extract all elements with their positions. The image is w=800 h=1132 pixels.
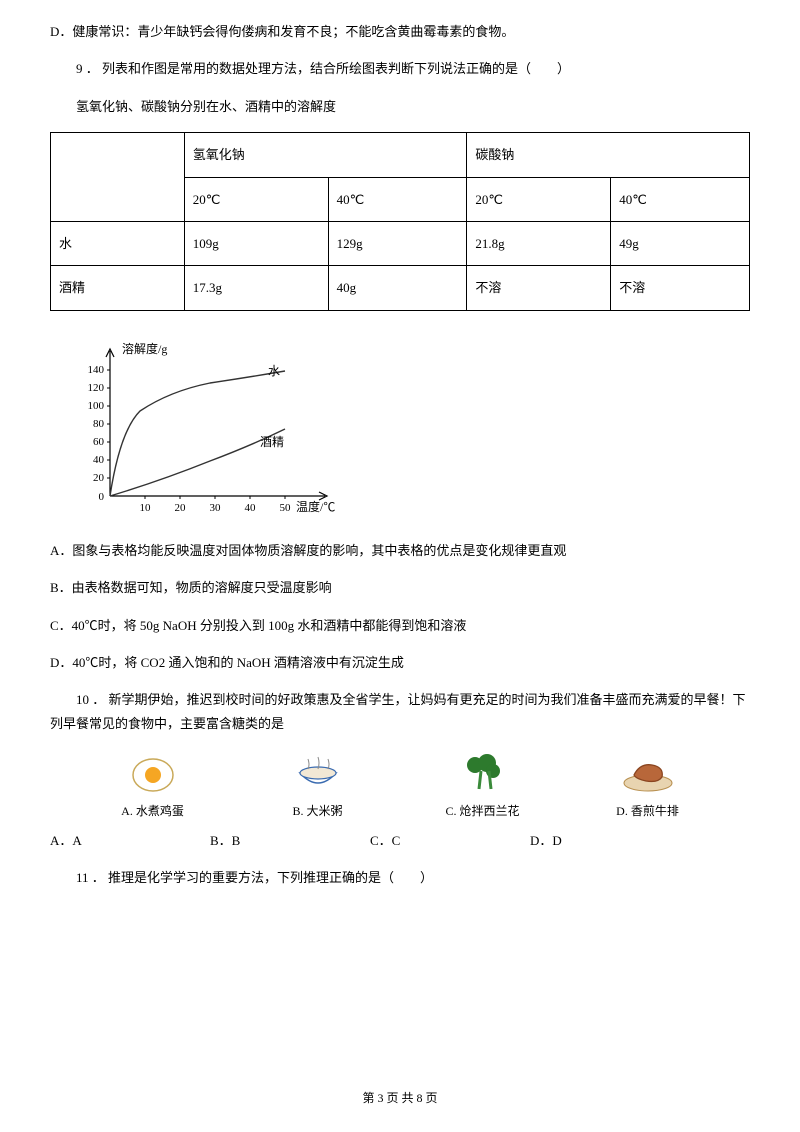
q10-ans-a: A．A [50,829,210,852]
food-c-label: C. 炝拌西兰花 [445,804,519,818]
q11-stem: 11 ． 推理是化学学习的重要方法，下列推理正确的是（ ） [50,866,750,889]
egg-icon [123,749,183,797]
table-header-na2co3: 碳酸钠 [467,133,750,177]
cell-w4: 49g [611,221,750,265]
curve-alcohol-label: 酒精 [260,435,284,449]
table-temp-20b: 20℃ [467,177,611,221]
y-tick-80: 80 [93,418,105,430]
food-b-label: B. 大米粥 [292,804,342,818]
food-c: C. 炝拌西兰花 [418,749,548,823]
y-tick-0: 0 [99,491,105,503]
x-tick-20: 20 [175,502,187,514]
y-tick-140: 140 [88,364,105,376]
q10-ans-d: D．D [530,829,690,852]
porridge-icon [288,749,348,797]
table-row-alcohol: 酒精 [51,266,185,310]
q9-stem: 9 ． 列表和作图是常用的数据处理方法，结合所绘图表判断下列说法正确的是（ ） [50,57,750,80]
steak-icon [618,749,678,797]
table-temp-40b: 40℃ [611,177,750,221]
table-blank [51,133,185,222]
curve-water-label: 水 [268,364,280,378]
x-axis-label: 温度/℃ [296,499,335,514]
page-footer: 第 3 页 共 8 页 [50,1088,750,1110]
y-axis-label: 溶解度/g [122,341,167,356]
x-tick-10: 10 [140,502,152,514]
y-tick-40: 40 [93,454,105,466]
x-tick-40: 40 [245,502,257,514]
solubility-table: 氢氧化钠 碳酸钠 20℃ 40℃ 20℃ 40℃ 水 109g 129g 21.… [50,132,750,311]
solubility-chart: 0 20 40 60 80 100 120 140 10 20 30 40 50… [60,331,750,521]
q10-stem: 10 ． 新学期伊始，推迟到校时间的好政策惠及全省学生，让妈妈有更充足的时间为我… [50,688,750,735]
option-d-health: D．健康常识：青少年缺钙会得佝偻病和发育不良；不能吃含黄曲霉毒素的食物。 [50,20,750,43]
q9-option-d: D．40℃时，将 CO2 通入饱和的 NaOH 酒精溶液中有沉淀生成 [50,651,750,674]
cell-a2: 40g [328,266,467,310]
q9-option-c: C．40℃时，将 50g NaOH 分别投入到 100g 水和酒精中都能得到饱和… [50,614,750,637]
cell-a1: 17.3g [184,266,328,310]
cell-w2: 129g [328,221,467,265]
food-d: D. 香煎牛排 [583,749,713,823]
food-images-row: A. 水煮鸡蛋 B. 大米粥 C. 炝拌西兰花 [50,749,750,823]
cell-w3: 21.8g [467,221,611,265]
food-d-label: D. 香煎牛排 [616,804,679,818]
q9-option-a: A．图象与表格均能反映温度对固体物质溶解度的影响，其中表格的优点是变化规律更直观 [50,539,750,562]
cell-a3: 不溶 [467,266,611,310]
curve-water [110,371,285,496]
q9-sub: 氢氧化钠、碳酸钠分别在水、酒精中的溶解度 [50,95,750,118]
x-tick-30: 30 [210,502,222,514]
table-header-naoh: 氢氧化钠 [184,133,467,177]
broccoli-icon [453,749,513,797]
table-temp-20a: 20℃ [184,177,328,221]
table-temp-40a: 40℃ [328,177,467,221]
q10-answer-row: A．A B．B C．C D．D [50,829,750,852]
x-tick-50: 50 [280,502,292,514]
q10-ans-c: C．C [370,829,530,852]
food-a-label: A. 水煮鸡蛋 [121,804,184,818]
curve-alcohol [110,429,285,496]
y-tick-100: 100 [88,400,105,412]
food-a: A. 水煮鸡蛋 [88,749,218,823]
y-tick-60: 60 [93,436,105,448]
cell-w1: 109g [184,221,328,265]
cell-a4: 不溶 [611,266,750,310]
q10-ans-b: B．B [210,829,370,852]
food-b: B. 大米粥 [253,749,383,823]
q9-option-b: B．由表格数据可知，物质的溶解度只受温度影响 [50,576,750,599]
table-row-water: 水 [51,221,185,265]
y-tick-20: 20 [93,472,105,484]
y-tick-120: 120 [88,382,105,394]
